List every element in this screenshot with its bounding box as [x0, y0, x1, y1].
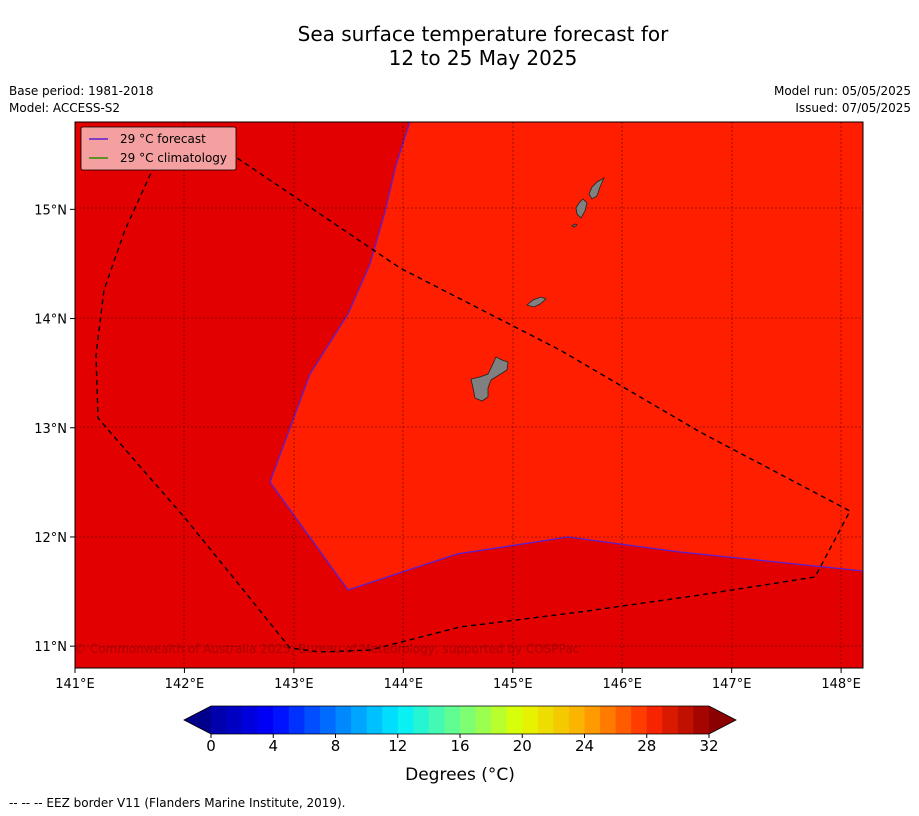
colorbar-tick-label: 24 — [575, 737, 594, 755]
lat-tick-label: 14°N — [34, 313, 67, 328]
colorbar-bin — [428, 706, 445, 734]
lon-tick-label: 141°E — [55, 677, 95, 692]
copyright-watermark: © Commonwealth of Australia 2025, Bureau… — [74, 642, 579, 656]
colorbar-bin — [475, 706, 492, 734]
colorbar-bin — [537, 706, 554, 734]
base-period-text: Base period: 1981-2018 — [9, 84, 154, 98]
colorbar-tick-label: 16 — [450, 737, 469, 755]
title-line-1: Sea surface temperature forecast for — [297, 22, 669, 46]
lon-tick-label: 144°E — [384, 677, 424, 692]
legend-box — [80, 126, 237, 171]
colorbar-bin — [677, 706, 694, 734]
colorbar-over-arrow — [709, 706, 736, 734]
colorbar-bin — [615, 706, 632, 734]
colorbar-bin — [257, 706, 274, 734]
colorbar-tick-label: 4 — [268, 737, 278, 755]
colorbar-bin — [319, 706, 336, 734]
colorbar-bin — [382, 706, 399, 734]
sst-region-28-30 — [270, 122, 863, 590]
model-run-text: Model run: 05/05/2025 — [773, 84, 911, 98]
legend-climatology-label: 29 °C climatology — [120, 151, 227, 165]
colorbar-bin — [662, 706, 679, 734]
saipan-island — [588, 177, 605, 200]
lat-tick-label: 15°N — [34, 203, 67, 218]
colorbar-bin — [242, 706, 259, 734]
legend-forecast-label: 29 °C forecast — [120, 132, 206, 146]
meta-left: Base period: 1981-2018 Model: ACCESS-S2 — [9, 83, 154, 117]
colorbar-bin — [522, 706, 539, 734]
model-text: Model: ACCESS-S2 — [9, 101, 121, 115]
map-plot-area: © Commonwealth of Australia 2025, Bureau… — [74, 122, 863, 668]
colorbar-bin — [584, 706, 601, 734]
title-line-2: 12 to 25 May 2025 — [388, 46, 578, 70]
chart-title: Sea surface temperature forecast for 12 … — [0, 22, 919, 70]
issued-text: Issued: 07/05/2025 — [795, 101, 911, 115]
colorbar-bin — [506, 706, 523, 734]
colorbar-tick-label: 0 — [206, 737, 216, 755]
colorbar-ticks: 0 4 8 12 16 20 24 28 32 — [206, 734, 719, 755]
colorbar: 0 4 8 12 16 20 24 28 32 Degrees (°C) — [183, 705, 737, 785]
eez-border — [95, 142, 851, 653]
colorbar-bin — [351, 706, 368, 734]
lat-tick-label: 13°N — [34, 422, 67, 437]
meta-right: Model run: 05/05/2025 Issued: 07/05/2025 — [774, 83, 911, 117]
colorbar-bins — [211, 706, 710, 734]
colorbar-bin — [600, 706, 617, 734]
land-islands — [470, 177, 605, 402]
colorbar-bin — [304, 706, 321, 734]
lat-axis-labels: 11°N 12°N 13°N 14°N 15°N — [34, 203, 67, 655]
colorbar-bin — [646, 706, 663, 734]
colorbar-bin — [397, 706, 414, 734]
colorbar-tick-label: 32 — [699, 737, 718, 755]
guam-island — [470, 356, 509, 402]
tinian-island — [575, 198, 588, 219]
colorbar-bin — [444, 706, 461, 734]
contour-legend: 29 °C forecast 29 °C climatology — [80, 126, 237, 171]
colorbar-bin — [631, 706, 648, 734]
colorbar-tick-label: 20 — [513, 737, 532, 755]
lon-tick-label: 142°E — [165, 677, 205, 692]
lon-tick-label: 143°E — [274, 677, 314, 692]
lon-axis-labels: 141°E 142°E 143°E 144°E 145°E 146°E 147°E 148°E — [55, 677, 861, 692]
colorbar-label: Degrees (°C) — [405, 765, 515, 785]
colorbar-tick-label: 28 — [637, 737, 656, 755]
colorbar-bin — [491, 706, 508, 734]
colorbar-under-arrow — [184, 706, 211, 734]
colorbar-bin — [693, 706, 710, 734]
lon-tick-label: 145°E — [493, 677, 533, 692]
colorbar-bin — [553, 706, 570, 734]
colorbar-bin — [211, 706, 228, 734]
colorbar-tick-label: 8 — [331, 737, 341, 755]
colorbar-tick-label: 12 — [388, 737, 407, 755]
colorbar-bin — [226, 706, 243, 734]
colorbar-bin — [568, 706, 585, 734]
eez-source-footnote: -- -- -- EEZ border V11 (Flanders Marine… — [9, 796, 346, 810]
lon-tick-label: 146°E — [602, 677, 642, 692]
colorbar-bin — [335, 706, 352, 734]
aguijan-islet — [571, 223, 578, 228]
lat-tick-label: 12°N — [34, 531, 67, 546]
colorbar-bin — [413, 706, 430, 734]
lat-axis-ticks — [70, 208, 75, 647]
lon-tick-label: 148°E — [821, 677, 861, 692]
map-frame — [74, 121, 864, 669]
lat-tick-label: 11°N — [34, 640, 67, 655]
colorbar-bin — [273, 706, 290, 734]
rota-island — [526, 296, 547, 308]
colorbar-bin — [366, 706, 383, 734]
colorbar-bin — [460, 706, 477, 734]
colorbar-bin — [288, 706, 305, 734]
lon-tick-label: 147°E — [712, 677, 752, 692]
lon-axis-ticks — [74, 668, 842, 673]
map-gridlines — [75, 122, 863, 668]
